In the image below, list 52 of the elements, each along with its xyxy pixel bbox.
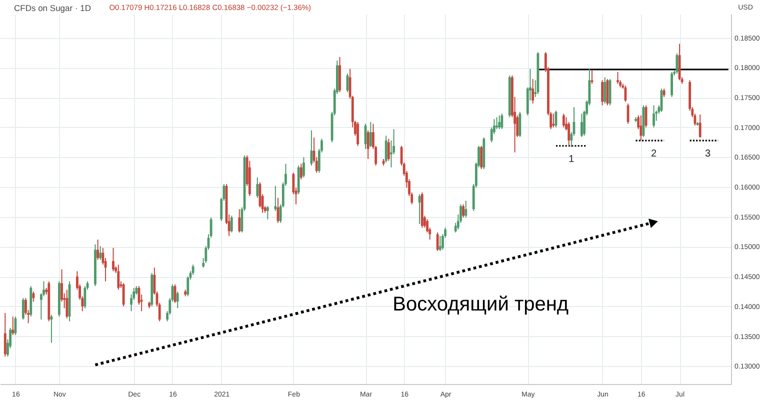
candlestick: [698, 114, 702, 138]
candlestick: [601, 80, 604, 106]
candlestick: [496, 116, 498, 130]
candlestick: [387, 138, 390, 162]
candlestick: [462, 204, 465, 218]
candlestick: [310, 130, 313, 166]
candlestick: [616, 71, 619, 84]
candlestick: [12, 316, 14, 336]
candlestick: [112, 247, 114, 272]
candlestick: [670, 71, 673, 98]
candlestick: [66, 289, 68, 319]
candlestick: [356, 122, 359, 146]
candlestick: [230, 215, 233, 233]
chart-title: CFDs on Sugar · 1D: [14, 3, 91, 13]
candlestick: [498, 114, 501, 130]
candlestick: [238, 208, 241, 233]
candlestick: [266, 206, 269, 220]
candlestick: [590, 70, 594, 84]
candlestick: [532, 78, 534, 104]
candlestick: [14, 316, 17, 336]
candlestick: [117, 264, 120, 290]
candlestick: [22, 298, 24, 320]
candlestick: [640, 114, 642, 142]
candlestick: [300, 163, 302, 180]
annotation: 3: [705, 148, 712, 160]
annotation: 1: [568, 154, 575, 165]
candlestick: [256, 177, 259, 198]
candlestick: [464, 200, 468, 218]
candlestick: [438, 236, 442, 252]
candlestick: [652, 104, 655, 128]
candlestick: [384, 135, 388, 164]
candlestick: [580, 113, 583, 138]
candlestick: [366, 130, 370, 160]
candlestick: [518, 111, 522, 138]
candlestick: [644, 104, 648, 128]
candlestick: [676, 52, 678, 74]
candlestick: [418, 194, 421, 225]
candlestick: [436, 232, 439, 252]
annotation: 2: [651, 148, 657, 160]
candlestick: [500, 113, 504, 130]
candlestick: [274, 185, 277, 212]
series-label: Восходящий тренд: [392, 293, 569, 316]
candlestick: [4, 312, 6, 358]
candlestick: [96, 239, 100, 260]
candlestick: [84, 286, 86, 309]
candlestick: [302, 156, 305, 178]
candlestick: [562, 113, 565, 128]
candlestick: [604, 76, 606, 104]
candlestick: [176, 291, 179, 309]
candlestick: [480, 145, 483, 170]
candlestick: [99, 246, 102, 260]
candlestick: [369, 122, 372, 148]
